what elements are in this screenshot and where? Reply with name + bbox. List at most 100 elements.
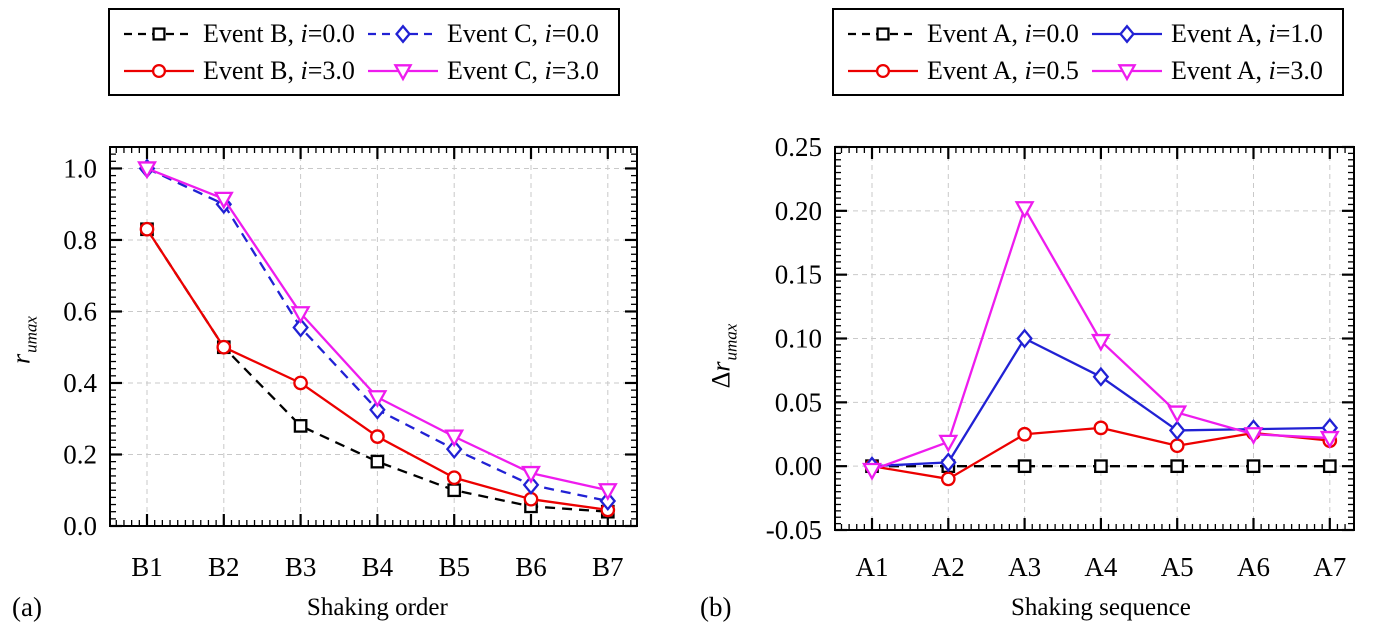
triangle-down-marker (862, 462, 882, 481)
triangle-down-marker (1014, 201, 1035, 220)
y-tick-label: 0.20 (775, 196, 822, 226)
x-tick-label: B2 (208, 552, 240, 582)
triangle-down-marker (1243, 427, 1264, 446)
y-tick-label: 0.15 (775, 260, 822, 290)
circle-marker (1093, 420, 1109, 436)
chart-a-canvas: 1.0 0.8 0.6 0.4 0.2 0.0 B1 B2 B3 B4 B5 B6 B7 (63, 146, 638, 582)
circle-marker (446, 470, 462, 486)
triangle-down-marker (1117, 63, 1137, 81)
legend-item-event-c-i-0-0: Event C, i=0.0 (366, 18, 610, 48)
diamond-marker (522, 474, 540, 495)
square-marker (1017, 459, 1032, 474)
legend-b: Event A, i=0.0 Event A, i=0.5 Event A, i=1… (832, 8, 1344, 96)
triangle-down-marker (1090, 333, 1111, 352)
diamond-marker (940, 452, 957, 473)
diamond-marker (1119, 23, 1135, 44)
panel-b: Event A, i=0.0 Event A, i=0.5 Event A, i=1… (688, 0, 1376, 632)
y-axis-title-main: r (6, 353, 36, 364)
triangle-down-marker (1167, 405, 1188, 424)
circle-marker (370, 429, 385, 444)
legend-item-event-a-i-0-0: Event A, i=0.0 (846, 18, 1090, 48)
legend-item-event-b-i-3-0: Event B, i=3.0 (122, 55, 366, 85)
legend-swatch (368, 23, 438, 44)
panel-label-a: (a) (12, 592, 42, 622)
axis-ticks (110, 146, 637, 528)
y-axis-title-a: rumax (7, 316, 42, 364)
chart-b-canvas: 0.25 0.20 0.15 0.10 0.05 0.00 -0.05 A1 A2 A3 A4 A5 A… (766, 132, 1355, 582)
legend-label: Event B, i=3.0 (203, 55, 355, 85)
y-tick-label: 0.6 (63, 296, 97, 326)
square-marker (876, 26, 890, 41)
x-tick-label: B5 (438, 552, 470, 582)
square-marker (152, 26, 166, 41)
circle-marker (1169, 438, 1185, 454)
y-axis-title-b: Δrumax (707, 324, 742, 389)
y-tick-label: 0.2 (63, 439, 97, 469)
legend-swatch (848, 63, 918, 78)
triangle-down-marker (521, 465, 541, 484)
circle-marker (293, 375, 308, 391)
legend-label: Event A, i=1.0 (1171, 18, 1323, 48)
y-tick-label: 1.0 (63, 153, 97, 183)
series-event-c-i-3-0 (137, 161, 618, 502)
legend-item-event-b-i-0-0: Event B, i=0.0 (122, 18, 366, 48)
diamond-marker (292, 317, 309, 338)
y-axis-title-subscript: umax (21, 316, 41, 353)
triangle-down-marker (290, 306, 311, 325)
legend-item-event-c-i-3-0: Event C, i=3.0 (366, 55, 610, 85)
axis-labels: 0.25 0.20 0.15 0.10 0.05 0.00 -0.05 A1 A2 A3 A4 A5 A… (766, 132, 1347, 582)
legend-label: Event C, i=3.0 (447, 55, 599, 85)
x-axis-title-b: Shaking sequence (1010, 594, 1191, 621)
x-tick-label: A2 (932, 552, 965, 582)
y-tick-label: 0.8 (63, 225, 97, 255)
circle-marker (1017, 426, 1032, 442)
circle-marker (151, 63, 167, 78)
series-event-b-i-3-0 (139, 221, 616, 518)
legend-item-event-a-i-1-0: Event A, i=1.0 (1090, 18, 1334, 48)
y-tick-label: 0.05 (775, 387, 822, 417)
triangle-down-marker (367, 390, 388, 409)
diamond-marker (395, 23, 411, 44)
triangle-down-marker (1319, 430, 1340, 449)
axis-labels: 1.0 0.8 0.6 0.4 0.2 0.0 B1 B2 B3 B4 B5 B6 B7 (63, 153, 623, 582)
gridlines (110, 147, 637, 526)
x-tick-label: B7 (592, 552, 624, 582)
x-tick-label: A6 (1237, 552, 1270, 582)
y-tick-label: 0.10 (775, 324, 822, 354)
x-axis-title-a: Shaking order (306, 594, 448, 621)
y-tick-label: 0.4 (63, 368, 97, 398)
square-marker (1246, 459, 1261, 474)
legend-label: Event C, i=0.0 (447, 18, 599, 48)
x-tick-label: A5 (1161, 552, 1194, 582)
circle-marker (216, 339, 232, 355)
triangle-down-marker (444, 429, 465, 448)
y-tick-label: 0.00 (775, 451, 822, 481)
x-tick-label: B6 (515, 552, 547, 582)
legend-swatch (124, 63, 194, 78)
legend-swatch (848, 26, 918, 41)
panel-label-b: (b) (700, 592, 732, 622)
x-tick-label: A7 (1313, 552, 1346, 582)
triangle-down-marker (597, 483, 618, 502)
panel-a: Event B, i=0.0 Event B, i=3.0 Event C, i=0… (7, 8, 638, 622)
square-marker (1094, 459, 1108, 474)
legend-label: Event B, i=0.0 (203, 18, 355, 48)
y-tick-label: -0.05 (766, 515, 822, 545)
square-marker (1322, 459, 1337, 474)
y-axis-title-main: Δr (706, 361, 736, 389)
x-tick-label: B3 (285, 552, 317, 582)
square-marker (370, 454, 385, 469)
square-marker (1170, 459, 1185, 474)
triangle-down-marker (393, 63, 413, 81)
y-tick-label: 0.0 (63, 511, 97, 541)
legend-a: Event B, i=0.0 Event B, i=3.0 Event C, i=0… (108, 8, 620, 96)
legend-item-event-a-i-3-0: Event A, i=3.0 (1090, 57, 1334, 84)
legend-swatch (1092, 63, 1162, 81)
legend-label: Event A, i=0.0 (927, 18, 1079, 48)
series-event-a-i-3-0 (862, 201, 1340, 481)
legend-label: Event A, i=0.5 (927, 55, 1079, 85)
x-tick-label: A4 (1084, 552, 1117, 582)
circle-marker (940, 471, 956, 487)
square-marker (293, 419, 308, 433)
